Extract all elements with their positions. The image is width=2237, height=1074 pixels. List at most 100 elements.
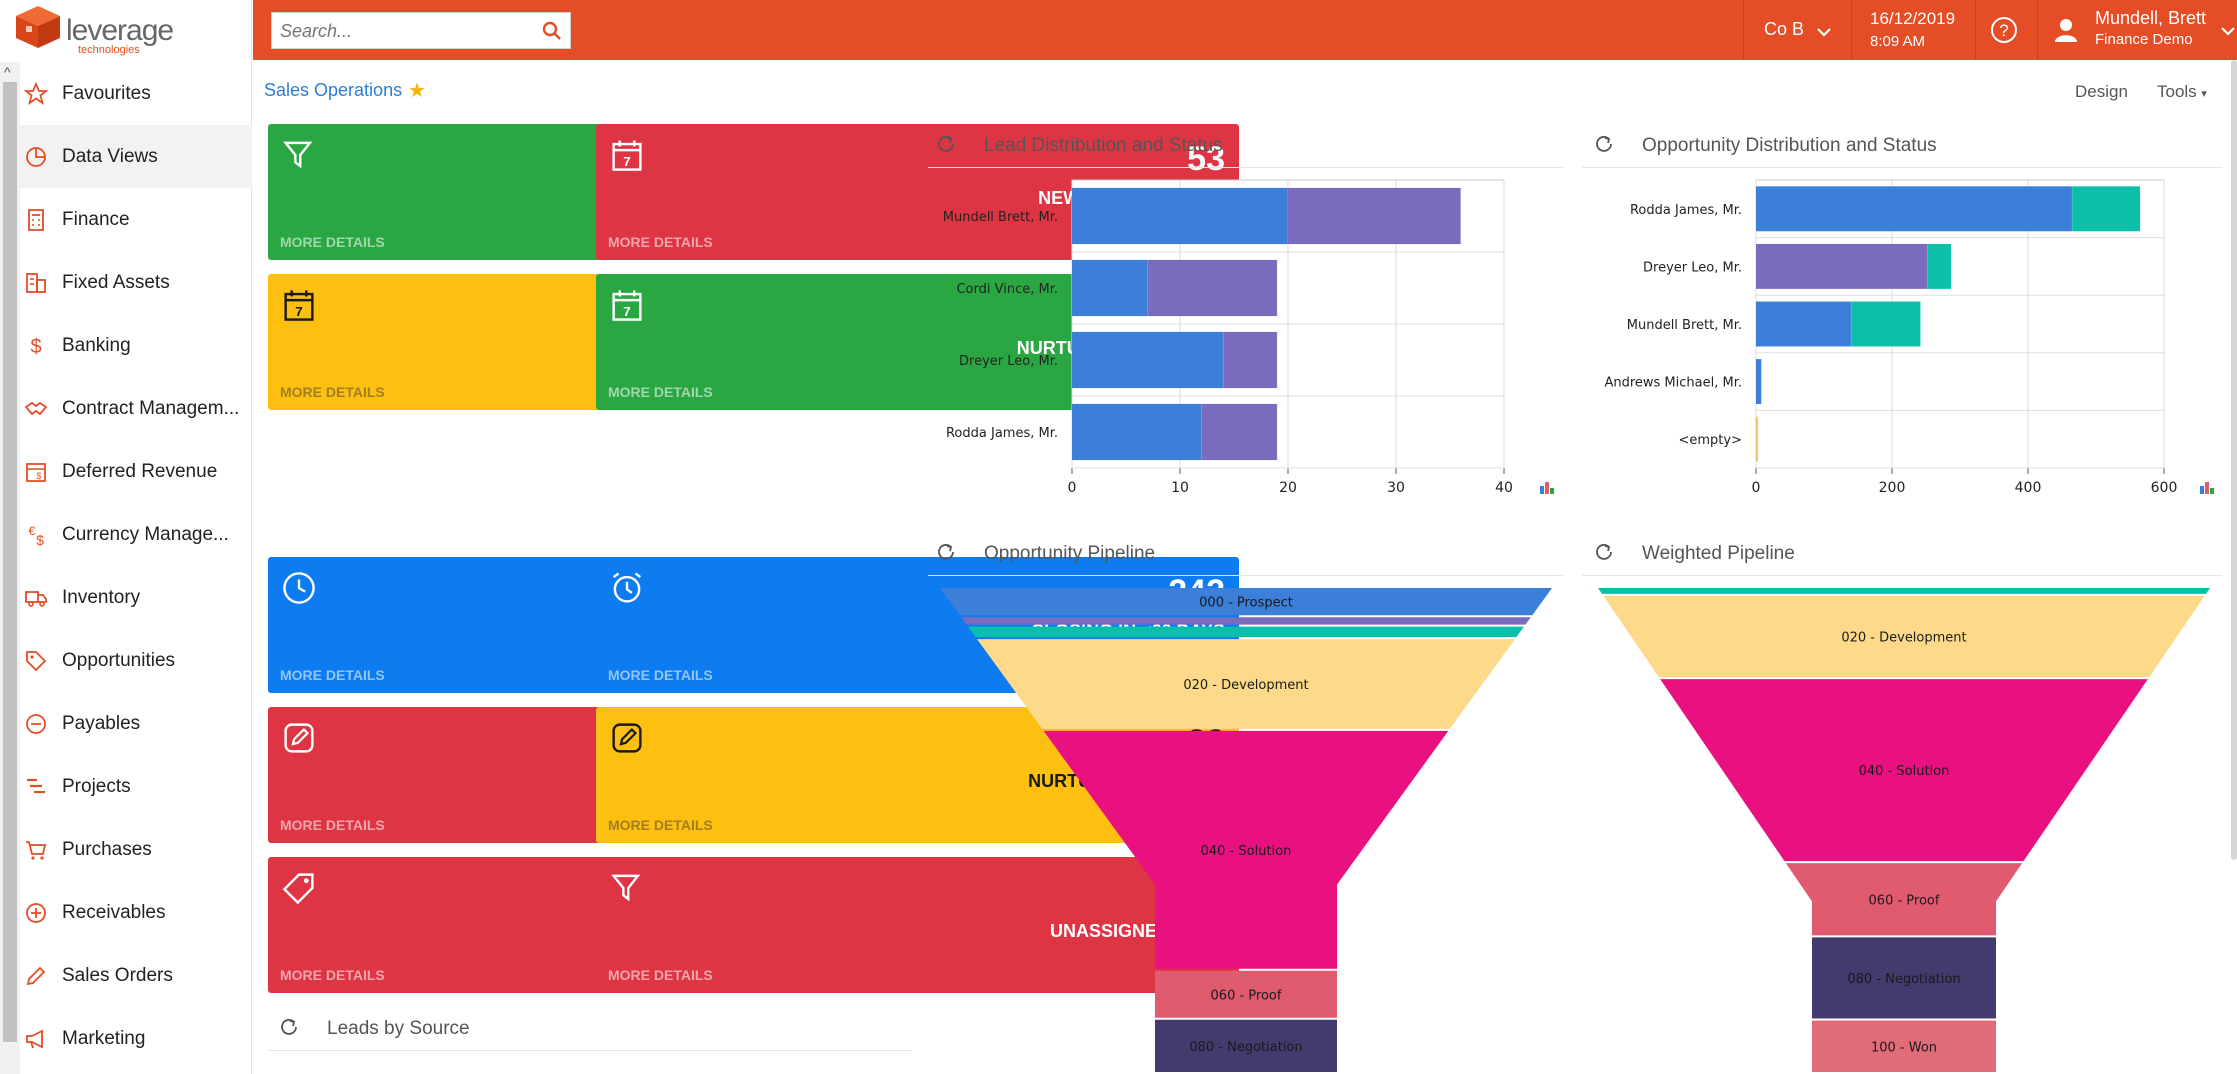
sidebar-item-data-views[interactable]: Data Views (20, 125, 252, 188)
svg-text:€: € (29, 524, 36, 538)
logo[interactable]: leverage technologies (8, 0, 208, 60)
scrollbar-thumb[interactable] (3, 82, 17, 1042)
bar (1147, 259, 1278, 317)
breadcrumb[interactable]: Sales Operations (264, 80, 403, 100)
refresh-icon[interactable] (936, 134, 956, 154)
panel-divider (928, 575, 1564, 576)
cart-icon (24, 838, 48, 862)
x-tick-label: 40 (1495, 480, 1513, 496)
category-label: Andrews Michael, Mr. (1604, 376, 1742, 391)
more-details-link[interactable]: MORE DETAILS (608, 384, 713, 400)
chart-export-icon[interactable] (1540, 482, 1554, 494)
edit-icon (610, 721, 644, 755)
tools-button[interactable]: Tools ▾ (2157, 82, 2207, 102)
help-button[interactable]: ? (1975, 0, 2035, 60)
sidebar-item-finance[interactable]: Finance (20, 188, 252, 251)
sidebar-item-label: Deferred Revenue (62, 460, 218, 482)
x-tick-label: 10 (1171, 480, 1189, 496)
export-icon-bar (1550, 488, 1554, 494)
search-icon[interactable] (540, 19, 564, 43)
pie-chart-icon (24, 145, 48, 169)
favourite-star-icon[interactable]: ★ (408, 80, 426, 102)
sidebar-item-inventory[interactable]: Inventory (20, 566, 252, 629)
more-details-link[interactable]: MORE DETAILS (608, 667, 713, 683)
sidebar-scrollbar[interactable]: ^ (0, 62, 20, 1074)
funnel-label: 080 - Negotiation (1189, 1040, 1302, 1055)
more-details-link[interactable]: MORE DETAILS (280, 384, 385, 400)
user-menu[interactable]: Mundell, Brett Finance Demo (2037, 0, 2237, 60)
export-icon-bar (2200, 486, 2204, 494)
chevron-down-icon (2221, 27, 2235, 36)
bar (1223, 331, 1278, 389)
sidebar-item-deferred-revenue[interactable]: $ Deferred Revenue (20, 440, 252, 503)
sidebar-item-label: Payables (62, 712, 141, 734)
opportunity-pipeline-chart: 000 - Prospect 020 - Development 040 - Sol… (940, 588, 1552, 1072)
more-details-link[interactable]: MORE DETAILS (608, 817, 713, 833)
refresh-icon[interactable] (936, 542, 956, 562)
svg-text:?: ? (1999, 21, 2008, 40)
user-org: Finance Demo (2095, 31, 2193, 48)
search-box[interactable] (271, 12, 571, 49)
refresh-icon[interactable] (1594, 134, 1614, 154)
sidebar-item-projects[interactable]: Projects (20, 755, 252, 818)
sidebar-item-marketing[interactable]: Marketing (20, 1007, 252, 1070)
funnel-segment (940, 588, 1552, 616)
star-icon (24, 81, 48, 106)
sidebar-item-receivables[interactable]: Receivables (20, 881, 252, 944)
company-selector[interactable]: Co B (1743, 0, 1848, 60)
funnel-segment (1812, 937, 1996, 1019)
more-details-link[interactable]: MORE DETAILS (280, 667, 385, 683)
sidebar-item-fixed-assets[interactable]: Fixed Assets (20, 251, 252, 314)
bar (1072, 331, 1224, 389)
refresh-icon[interactable] (279, 1017, 299, 1037)
bar (1756, 301, 1852, 347)
more-details-link[interactable]: MORE DETAILS (608, 234, 713, 250)
more-details-link[interactable]: MORE DETAILS (280, 234, 385, 250)
sidebar-item-opportunities[interactable]: Opportunities (20, 629, 252, 692)
bar (1851, 301, 1921, 347)
category-label: Cordi Vince, Mr. (956, 282, 1058, 297)
gantt-icon (24, 775, 48, 799)
scroll-up-icon[interactable]: ^ (4, 64, 11, 80)
opportunity-distribution-chart: 0 200 400 600 Rodda James, Mr. Dreyer Leo, Mr… (1604, 179, 2214, 496)
more-details-link[interactable]: MORE DETAILS (280, 817, 385, 833)
x-tick-label: 600 (2151, 480, 2178, 496)
export-icon-bar (2210, 488, 2214, 494)
sidebar-item-sales-orders[interactable]: Sales Orders (20, 944, 252, 1007)
plus-circle-icon (24, 901, 48, 925)
sidebar-item-banking[interactable]: $ Banking (20, 314, 252, 377)
category-label: Rodda James, Mr. (1630, 203, 1742, 218)
clock-icon (282, 571, 316, 605)
page-scrollbar[interactable] (2231, 60, 2237, 860)
svg-text:$: $ (30, 336, 41, 358)
current-date: 16/12/2019 (1870, 9, 1956, 28)
leads-by-source-title: Leads by Source (327, 1018, 470, 1039)
search-input[interactable] (280, 19, 530, 43)
filter-icon (282, 138, 316, 172)
bar (1756, 359, 1762, 405)
funnel-segment (967, 626, 1525, 638)
handshake-icon (24, 397, 48, 421)
sidebar-item-purchases[interactable]: Purchases (20, 818, 252, 881)
design-button[interactable]: Design (2075, 82, 2128, 101)
x-tick-label: 30 (1387, 480, 1405, 496)
bar (1072, 259, 1148, 317)
topbar-divider (1975, 0, 1976, 60)
current-time: 8:09 AM (1870, 33, 1926, 50)
refresh-icon[interactable] (1594, 542, 1614, 562)
chart-export-icon[interactable] (2200, 482, 2214, 494)
more-details-link[interactable]: MORE DETAILS (280, 967, 385, 983)
sidebar-item-favourites[interactable]: Favourites (20, 62, 252, 125)
bar (2072, 186, 2141, 232)
calendar-dollar-icon: $ (24, 460, 48, 484)
svg-text:$: $ (36, 471, 41, 481)
sidebar-item-currency-manage[interactable]: € $ Currency Manage... (20, 503, 252, 566)
calculator-icon (24, 208, 48, 232)
sidebar-item-payables[interactable]: Payables (20, 692, 252, 755)
calendar-icon: 7 (610, 138, 644, 172)
lead-distribution-title: Lead Distribution and Status (984, 135, 1223, 156)
topbar-divider (1743, 0, 1744, 60)
sidebar-item-contract-managem[interactable]: Contract Managem... (20, 377, 252, 440)
more-details-link[interactable]: MORE DETAILS (608, 967, 713, 983)
